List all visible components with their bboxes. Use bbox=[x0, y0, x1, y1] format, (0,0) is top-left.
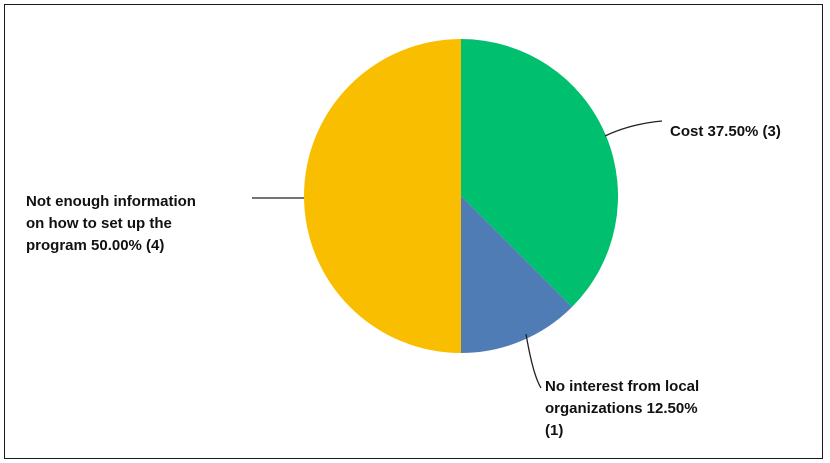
pie-slice-not-enough-info bbox=[304, 39, 461, 353]
data-label-no-interest: No interest from local organizations 12.… bbox=[545, 378, 700, 439]
data-label-cost: Cost 37.50% (3) bbox=[670, 123, 781, 140]
leader-line-cost bbox=[604, 120, 663, 137]
leader-line-no-interest bbox=[525, 333, 542, 389]
pie-slice-cost bbox=[461, 39, 619, 308]
pie-slice-no-interest bbox=[461, 196, 573, 353]
data-label-not-enough-info: Not enough information on how to set up … bbox=[26, 193, 196, 254]
